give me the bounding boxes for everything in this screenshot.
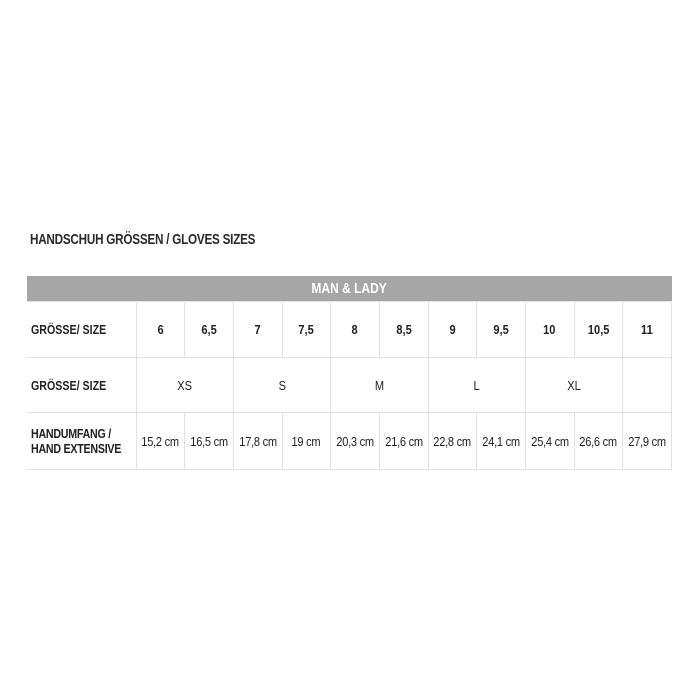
table-row: GRÖSSE/ SIZE XS S M L XL — [27, 357, 672, 413]
cell-text: S — [278, 377, 286, 393]
table-header: MAN & LADY — [27, 276, 672, 302]
empty-cell — [622, 357, 672, 413]
table-cell: 8 — [330, 301, 380, 358]
cell-text: 15,2 cm — [141, 433, 180, 449]
cell-text: 17,8 cm — [238, 433, 277, 449]
cell-text: 25,4 cm — [530, 433, 569, 449]
table-cell: S — [232, 357, 332, 413]
table-cell: M — [330, 357, 429, 413]
table-cell: 25,4 cm — [524, 412, 575, 470]
row-label: GRÖSSE/ SIZE — [27, 301, 137, 358]
table-cell: 16,5 cm — [184, 412, 234, 470]
cell-text: 10 — [543, 322, 556, 337]
label-line: HAND EXTENSIVE — [31, 441, 122, 456]
cell-text: 7,5 — [298, 322, 315, 337]
cell-text: 24,1 cm — [482, 433, 520, 449]
cell-text: L — [473, 377, 480, 393]
cell-text: 22,8 cm — [433, 433, 472, 449]
table-cell: 8,5 — [378, 301, 429, 358]
header-text: MAN & LADY — [311, 280, 387, 297]
table-cell: 21,6 cm — [378, 412, 429, 470]
label-line: HANDUMFANG / — [31, 426, 111, 441]
cell-text: 20,3 cm — [336, 433, 374, 449]
table-row: HANDUMFANG / HAND EXTENSIVE 15,2 cm 16,5 c… — [27, 412, 672, 470]
row-label-text: GRÖSSE/ SIZE — [31, 322, 107, 337]
table-cell: 26,6 cm — [573, 412, 624, 470]
table-cell: 9,5 — [476, 301, 526, 358]
cell-text: 26,6 cm — [579, 433, 618, 449]
cell-text: 6,5 — [201, 322, 217, 337]
table-cell: 10 — [524, 301, 575, 358]
table-cell: 27,9 cm — [622, 412, 672, 470]
cell-text: 7 — [254, 322, 261, 337]
cell-text: 9,5 — [493, 322, 509, 337]
cell-text: 16,5 cm — [190, 433, 228, 449]
table-cell: 10,5 — [573, 301, 624, 358]
cell-text: M — [374, 377, 384, 393]
table-cell: 17,8 cm — [232, 412, 283, 470]
table-cell: 7 — [232, 301, 283, 358]
cell-text: XS — [177, 377, 193, 393]
cell-text: XL — [567, 377, 581, 393]
cell-text: 9 — [449, 322, 456, 337]
table-row: GRÖSSE/ SIZE 6 6,5 7 7,5 8 8,5 9 9,5 10 10,5 11 — [27, 301, 672, 358]
table-header-row: MAN & LADY — [27, 276, 672, 302]
page-title: HANDSCHUH GRÖSSEN / GLOVES SIZES — [30, 231, 256, 248]
row-label: GRÖSSE/ SIZE — [27, 357, 137, 413]
table-cell: 6 — [135, 301, 186, 358]
table-cell: 6,5 — [184, 301, 234, 358]
table-cell: 7,5 — [281, 301, 332, 358]
table-cell: L — [427, 357, 526, 413]
table-cell: XS — [135, 357, 234, 413]
cell-text: 8 — [351, 322, 359, 337]
table-cell: 19 cm — [281, 412, 332, 470]
cell-text: 6 — [157, 322, 164, 337]
cell-text: 21,6 cm — [384, 433, 423, 449]
row-label-text: GRÖSSE/ SIZE — [31, 377, 107, 393]
size-table: MAN & LADY GRÖSSE/ SIZE 6 6,5 7 7,5 8 8,5 9 9,5… — [27, 276, 672, 470]
table-cell: 11 — [622, 301, 672, 358]
cell-text: 11 — [641, 322, 653, 337]
cell-text: 19 cm — [291, 433, 321, 449]
table-cell: 15,2 cm — [135, 412, 186, 470]
table-cell: 20,3 cm — [330, 412, 380, 470]
table-cell: 24,1 cm — [476, 412, 526, 470]
cell-text: 10,5 — [587, 322, 610, 337]
cell-text: 27,9 cm — [628, 433, 666, 449]
cell-text: 8,5 — [396, 322, 412, 337]
row-label-text: HANDUMFANG / HAND EXTENSIVE — [31, 426, 121, 456]
row-label: HANDUMFANG / HAND EXTENSIVE — [27, 412, 137, 470]
table-cell: 9 — [427, 301, 478, 358]
table-cell: XL — [524, 357, 624, 413]
table-cell: 22,8 cm — [427, 412, 478, 470]
